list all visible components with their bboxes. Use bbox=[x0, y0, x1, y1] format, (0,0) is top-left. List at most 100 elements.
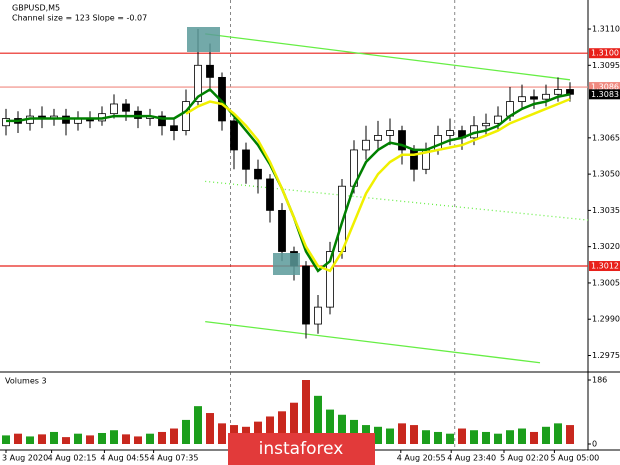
volume-bar bbox=[326, 409, 334, 444]
volume-bar bbox=[2, 435, 10, 444]
candle-body bbox=[302, 265, 310, 325]
watermark-box bbox=[228, 433, 375, 465]
x-tick-label: 5 Aug 05:00 bbox=[550, 454, 599, 463]
chart-title: GBPUSD,M5 bbox=[12, 4, 60, 13]
y-tick-label: 1.2975 bbox=[592, 351, 620, 360]
volume-bar bbox=[218, 423, 226, 444]
volume-bar bbox=[254, 421, 262, 444]
candle-body bbox=[206, 64, 214, 78]
volume-bar bbox=[494, 433, 502, 444]
volume-label: Volumes 3 bbox=[5, 377, 47, 386]
volume-bar bbox=[290, 402, 298, 444]
watermark: instaforex bbox=[259, 439, 344, 459]
volume-bar bbox=[422, 430, 430, 444]
volume-bar bbox=[146, 433, 154, 444]
level-label-box bbox=[589, 261, 620, 272]
candle-body bbox=[170, 125, 178, 131]
x-tick-label: 4 Aug 07:35 bbox=[150, 454, 199, 463]
volume-bar bbox=[314, 395, 322, 444]
volume-bar bbox=[170, 428, 178, 444]
y-tick-label: 1.3035 bbox=[592, 206, 620, 215]
candle-body bbox=[266, 178, 274, 211]
volume-bar bbox=[554, 423, 562, 444]
current-price-box bbox=[589, 89, 620, 100]
volume-tick-label: 186 bbox=[592, 376, 607, 385]
y-tick-label: 1.3050 bbox=[592, 170, 620, 179]
volume-bar bbox=[386, 428, 394, 444]
y-tick-label: 1.3005 bbox=[592, 278, 620, 287]
y-tick-label: 1.3020 bbox=[592, 242, 620, 251]
candle-body bbox=[530, 96, 538, 100]
candle-body bbox=[398, 130, 406, 151]
volume-bar bbox=[98, 432, 106, 444]
trend-line bbox=[205, 33, 571, 81]
candle-body bbox=[374, 135, 382, 141]
candle-body bbox=[494, 115, 502, 124]
level-label-box bbox=[589, 48, 620, 59]
highlight-box bbox=[187, 27, 220, 52]
volume-bar bbox=[122, 434, 130, 444]
trend-line bbox=[205, 320, 541, 364]
y-tick-label: 1.2990 bbox=[592, 315, 620, 324]
volume-bar bbox=[350, 419, 358, 444]
volume-bar bbox=[26, 436, 34, 444]
candle-body bbox=[278, 209, 286, 252]
volume-bar bbox=[434, 431, 442, 444]
volume-bar bbox=[278, 411, 286, 444]
candle-body bbox=[362, 139, 370, 151]
volume-bar bbox=[134, 436, 142, 444]
volume-bar bbox=[266, 416, 274, 444]
volume-bar bbox=[194, 406, 202, 444]
highlight-box bbox=[273, 253, 300, 275]
candle-body bbox=[542, 93, 550, 100]
volume-bar bbox=[530, 431, 538, 444]
volume-bar bbox=[206, 413, 214, 444]
candle-body bbox=[554, 89, 562, 95]
volume-bar bbox=[446, 433, 454, 444]
volume-bar bbox=[50, 431, 58, 444]
volume-bar bbox=[110, 430, 118, 444]
candle-body bbox=[446, 130, 454, 136]
volume-bar bbox=[410, 425, 418, 444]
x-tick-label: 4 Aug 23:40 bbox=[447, 454, 496, 463]
x-tick-label: 5 Aug 02:20 bbox=[500, 454, 549, 463]
candle-body bbox=[314, 306, 322, 325]
candle-body bbox=[122, 103, 130, 112]
level-label: 1.3086 bbox=[591, 83, 619, 92]
volume-bar bbox=[542, 426, 550, 444]
volume-bar bbox=[458, 428, 466, 444]
volume-bar bbox=[302, 380, 310, 444]
candle-body bbox=[242, 149, 250, 170]
volume-bar bbox=[566, 425, 574, 444]
x-tick-label: 3 Aug 2020 bbox=[2, 454, 48, 463]
volume-bar bbox=[14, 433, 22, 444]
candle-body bbox=[326, 251, 334, 308]
current-price-label: 1.3083 bbox=[591, 90, 619, 99]
candle-body bbox=[518, 96, 526, 102]
volume-bar bbox=[74, 433, 82, 444]
volume-bar bbox=[374, 426, 382, 444]
level-label: 1.3100 bbox=[591, 49, 619, 58]
volume-tick-label: 0 bbox=[592, 440, 597, 449]
volume-bar bbox=[506, 430, 514, 444]
candle-body bbox=[158, 115, 166, 127]
volume-bar bbox=[398, 423, 406, 444]
volume-bar bbox=[482, 431, 490, 444]
candle-body bbox=[182, 101, 190, 131]
candle-body bbox=[230, 120, 238, 151]
y-tick-label: 1.3110 bbox=[592, 25, 620, 34]
y-tick-label: 1.3095 bbox=[592, 61, 620, 70]
candle-body bbox=[386, 130, 394, 136]
candle-body bbox=[194, 64, 202, 102]
indicator-label: Channel size = 123 Slope = -0.07 bbox=[12, 14, 147, 23]
candle-body bbox=[110, 103, 118, 115]
x-tick-label: 4 Aug 20:55 bbox=[397, 454, 446, 463]
volume-bar bbox=[38, 434, 46, 444]
moving-average bbox=[185, 97, 571, 273]
volume-bar bbox=[158, 431, 166, 444]
candle-body bbox=[254, 168, 262, 180]
x-tick-label: 4 Aug 04:55 bbox=[100, 454, 149, 463]
candle-body bbox=[410, 149, 418, 170]
